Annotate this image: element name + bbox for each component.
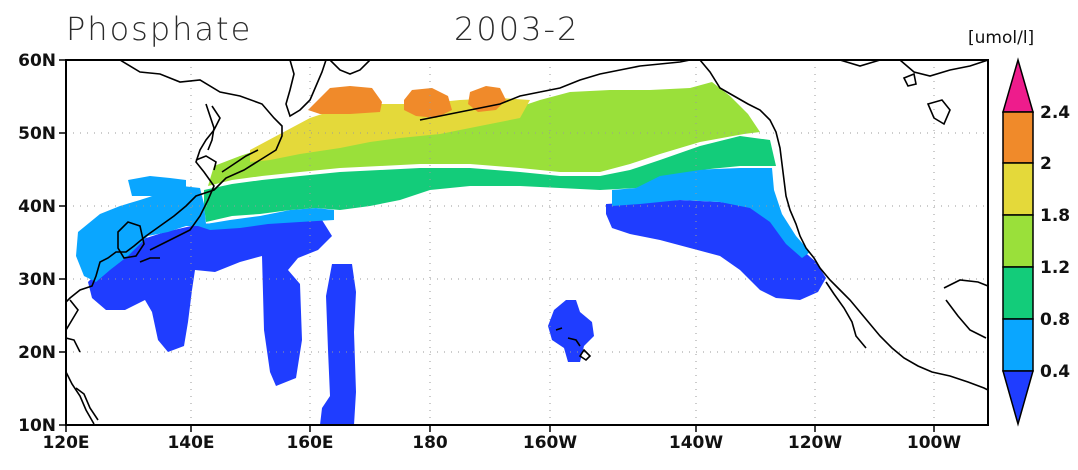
- colorbar-label: 0.8: [1040, 310, 1070, 330]
- x-tick-label: 160W: [523, 433, 577, 453]
- y-tick-label: 10N: [18, 416, 56, 436]
- field-band-2.4-b: [404, 88, 452, 118]
- field-band-0.8-bits: [128, 176, 186, 198]
- colorbar-swatch-1.8: [1002, 214, 1034, 268]
- x-tick-label: 100W: [907, 433, 961, 453]
- colorbar-top-arrow: [1002, 57, 1034, 113]
- gridlines: [66, 60, 988, 425]
- colorbar-label: 2: [1040, 154, 1052, 174]
- y-tick-label: 30N: [18, 270, 56, 290]
- x-tick-label: 140W: [669, 433, 723, 453]
- field-patch-hawaii: [548, 300, 594, 362]
- field-band-1.2: [204, 136, 776, 222]
- colorbar-swatch-2.4: [1002, 111, 1034, 164]
- field-band-0.8-east: [612, 168, 810, 258]
- y-tick-label: 40N: [18, 197, 56, 217]
- field-band-0.4-east: [606, 200, 826, 300]
- y-tick-label: 20N: [18, 343, 56, 363]
- colorbar-label: 1.8: [1040, 206, 1070, 226]
- colorbar-swatch-2: [1002, 162, 1034, 216]
- field-band-0.8: [76, 186, 334, 282]
- units-label: [umol/l]: [968, 28, 1035, 48]
- y-tick-labels: 60N 50N 40N 30N 20N 10N: [18, 51, 56, 436]
- coastlines: [66, 60, 988, 425]
- colorbar-swatch-0.8: [1002, 318, 1034, 372]
- colorbar-label: 0.4: [1040, 362, 1070, 382]
- x-tick-label: 120E: [42, 433, 89, 453]
- x-tick-labels: 120E 140E 160E 180 160W 140W 120W 100W: [42, 433, 961, 453]
- colorbar: [1002, 57, 1034, 427]
- map-frame: [65, 59, 989, 426]
- variable-title: Phosphate: [66, 10, 253, 48]
- x-tick-label: 120W: [788, 433, 842, 453]
- colorbar-bottom-arrow: [1002, 370, 1034, 427]
- field-band-1.8: [208, 82, 760, 186]
- colorbar-label: 1.2: [1040, 258, 1070, 278]
- y-tick-label: 60N: [18, 51, 56, 71]
- field-band-2.4-a: [308, 86, 382, 114]
- phosphate-field: [76, 82, 826, 425]
- field-band-2: [250, 98, 530, 162]
- field-patch-a: [320, 264, 356, 425]
- colorbar-label: 2.4: [1040, 103, 1070, 123]
- y-tick-label: 50N: [18, 124, 56, 144]
- colorbar-labels: 2.4 2 1.8 1.2 0.8 0.4: [1040, 103, 1070, 382]
- colorbar-swatch-1.2: [1002, 266, 1034, 320]
- field-band-0.4: [88, 214, 332, 386]
- x-tick-label: 180: [412, 433, 448, 453]
- x-tick-label: 160E: [286, 433, 333, 453]
- x-tick-label: 140E: [167, 433, 214, 453]
- date-title: 2003-2: [454, 10, 580, 48]
- tick-marks: [59, 59, 935, 432]
